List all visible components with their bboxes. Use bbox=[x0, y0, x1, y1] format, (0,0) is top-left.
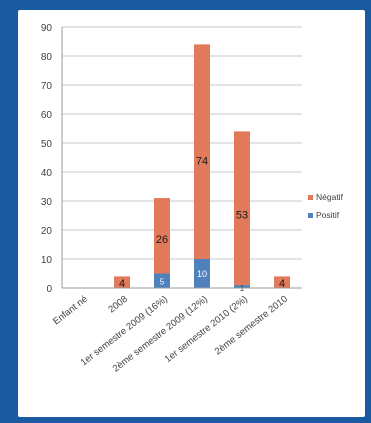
y-axis: 0 10 20 30 40 50 60 70 80 90 bbox=[41, 23, 63, 295]
data-label-negatif: 53 bbox=[236, 209, 248, 221]
x-tick-label: 2ème semestre 2010 bbox=[213, 294, 290, 358]
y-tick-label: 30 bbox=[41, 197, 53, 208]
legend-item-negatif-label: Négatif bbox=[316, 192, 344, 202]
legend-item-positif-label: Positif bbox=[316, 210, 340, 220]
legend-item-negatif-swatch bbox=[308, 195, 313, 200]
legend-item-positif-swatch bbox=[308, 213, 313, 218]
y-tick-label: 80 bbox=[41, 52, 53, 63]
data-label-positif: 5 bbox=[160, 277, 165, 286]
bar-negatif bbox=[194, 44, 210, 260]
x-tick-label: 2008 bbox=[106, 294, 129, 316]
y-tick-label: 50 bbox=[41, 139, 53, 150]
x-tick-label: Enfant né bbox=[51, 294, 90, 328]
y-tick-label: 70 bbox=[41, 81, 53, 92]
bar-negatif bbox=[234, 131, 250, 286]
data-label-positif: 10 bbox=[197, 269, 207, 279]
y-tick-label: 90 bbox=[41, 23, 53, 34]
bars: 452610741534 bbox=[114, 44, 290, 293]
y-tick-label: 0 bbox=[46, 284, 52, 295]
gridlines bbox=[62, 26, 302, 289]
bar-negatif bbox=[114, 276, 130, 288]
bar-positif bbox=[154, 273, 170, 288]
y-tick-label: 10 bbox=[41, 255, 53, 266]
bar-positif bbox=[234, 285, 250, 288]
data-label-negatif: 4 bbox=[279, 278, 285, 290]
bar-negatif bbox=[154, 198, 170, 274]
data-label-negatif: 4 bbox=[119, 278, 125, 290]
data-label-negatif: 26 bbox=[156, 234, 168, 246]
legend: Négatif Positif bbox=[308, 192, 344, 220]
bar-negatif bbox=[274, 276, 290, 288]
y-tick-label: 40 bbox=[41, 168, 53, 179]
bar-positif bbox=[194, 259, 210, 288]
y-tick-label: 60 bbox=[41, 110, 53, 121]
data-label-negatif: 74 bbox=[196, 155, 208, 167]
y-tick-label: 20 bbox=[41, 226, 53, 237]
